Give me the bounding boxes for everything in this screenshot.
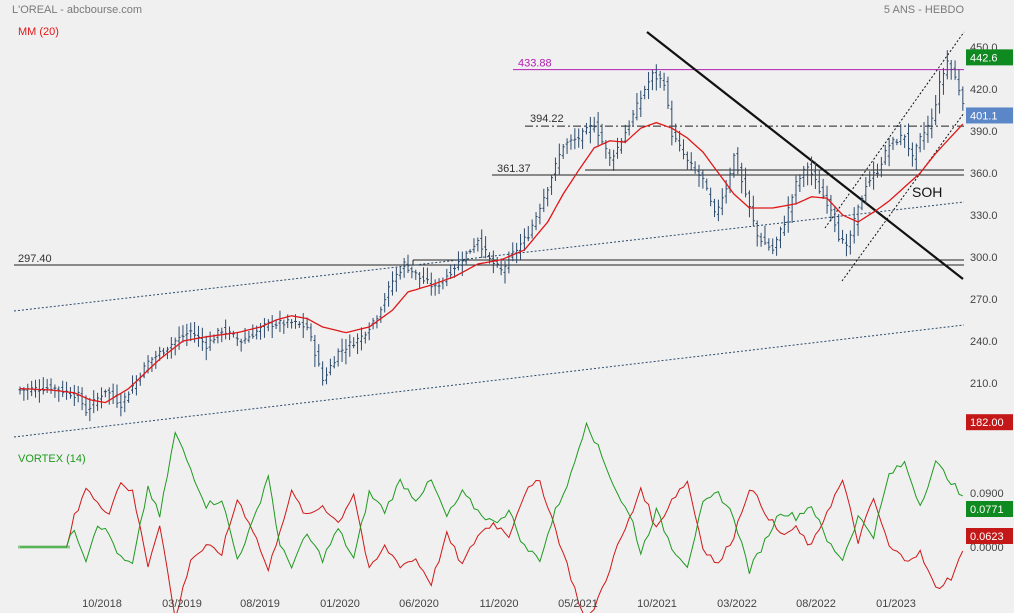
uptrend-channel-lower: [841, 112, 965, 282]
time-tick-label: 06/2020: [399, 598, 439, 610]
level-label-361: 361.37: [497, 163, 531, 175]
vortex-axis: 0.0900 0.0000: [970, 488, 1004, 554]
chart-title: L'OREAL - abcbourse.com: [12, 4, 142, 16]
time-tick-label: 03/2022: [717, 598, 757, 610]
ma-line: [19, 121, 964, 404]
ma-value-badge-bg: [966, 107, 1013, 124]
price-tick-label: 270.0: [970, 294, 998, 306]
time-tick-label: 05/2021: [558, 598, 598, 610]
support-channel-upper: [13, 201, 965, 312]
price-bars: [18, 50, 965, 422]
time-tick-label: 11/2020: [480, 598, 519, 610]
vortex-minus-badge-bg: [966, 528, 1013, 544]
price-tick-label: 330.0: [970, 210, 998, 222]
last-price-badge: 442.6: [970, 52, 998, 64]
axis-min-badge-bg: [966, 414, 1013, 431]
soh-annotation: SOH: [912, 184, 942, 200]
price-tick-label: 210.0: [970, 378, 998, 390]
ma-legend: MM (20): [18, 26, 59, 38]
last-price-badge-bg: [966, 49, 1013, 66]
level-label-433: 433.88: [518, 58, 552, 70]
time-axis: 10/2018 03/2019 08/2019 01/2020 06/2020 11/20…: [82, 598, 916, 610]
price-tick-label: 390.0: [970, 126, 998, 138]
level-label-297: 297.40: [18, 253, 52, 265]
price-tick-label: 360.0: [970, 168, 998, 180]
price-axis: 450.0420.0390.0360.0330.0300.0270.0240.0…: [970, 42, 998, 390]
time-tick-label: 08/2019: [240, 598, 280, 610]
vortex-minus-line: [20, 478, 964, 613]
vortex-plus-line: [20, 421, 964, 574]
uptrend-channel-upper: [824, 31, 965, 229]
downtrend-line: [646, 31, 964, 280]
time-tick-label: 08/2022: [796, 598, 836, 610]
time-tick-label: 01/2023: [876, 598, 916, 610]
vortex-plus-badge: 0.0771: [970, 504, 1004, 516]
time-tick-label: 10/2021: [637, 598, 677, 610]
level-label-394: 394.22: [530, 113, 564, 125]
time-tick-label: 03/2019: [162, 598, 202, 610]
vortex-tick-label: 0.0000: [970, 542, 1004, 554]
support-channel-lower: [13, 324, 965, 438]
price-tick-label: 240.0: [970, 336, 998, 348]
price-tick-label: 300.0: [970, 252, 998, 264]
chart-period: 5 ANS - HEBDO: [884, 4, 965, 16]
ma-value-badge: 401.1: [970, 110, 998, 122]
price-badges: 442.6 401.1 182.00: [966, 49, 1013, 431]
price-tick-label: 420.0: [970, 84, 998, 96]
vortex-panel: [18, 421, 964, 613]
vortex-tick-label: 0.0900: [970, 488, 1004, 500]
trendlines: [13, 31, 965, 438]
vortex-plus-badge-bg: [966, 501, 1013, 517]
vortex-badges: 0.0771 0.0623: [966, 501, 1013, 544]
axis-min-badge: 182.00: [970, 417, 1004, 429]
vortex-minus-badge: 0.0623: [970, 531, 1004, 543]
time-tick-label: 10/2018: [82, 598, 122, 610]
price-levels: 433.88 394.22 361.37 297.40: [14, 58, 964, 266]
time-tick-label: 01/2020: [320, 598, 360, 610]
vortex-legend: VORTEX (14): [18, 453, 86, 465]
